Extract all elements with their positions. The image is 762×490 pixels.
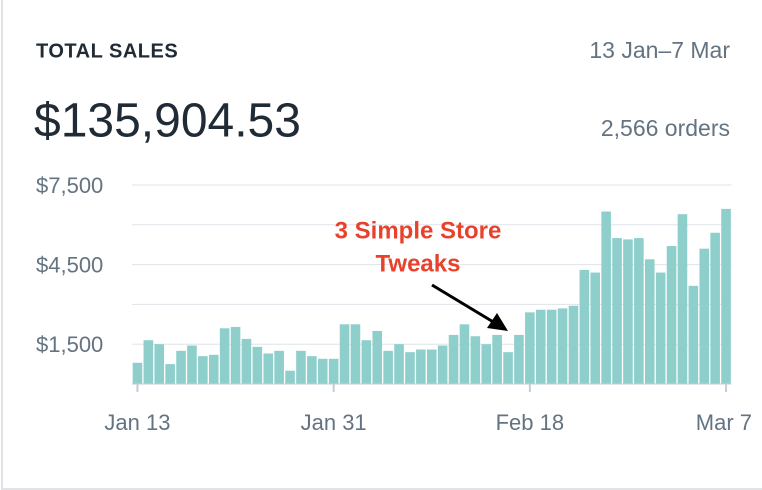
bar	[557, 308, 568, 384]
bar	[470, 336, 481, 384]
bar	[274, 350, 284, 384]
order-count: 2,566 orders	[601, 115, 730, 141]
bar	[481, 344, 492, 384]
bar	[448, 334, 459, 384]
bar	[579, 269, 590, 384]
bar	[285, 370, 295, 384]
bar	[198, 356, 208, 384]
bar	[721, 208, 731, 384]
bar	[405, 352, 415, 384]
x-tick-label: Mar 7	[696, 410, 752, 435]
bar	[394, 344, 404, 384]
bar	[623, 239, 633, 384]
bar	[350, 324, 361, 384]
bar	[459, 324, 470, 384]
bar	[383, 350, 393, 384]
y-tick-label: $4,500	[36, 252, 103, 277]
bar	[525, 312, 535, 384]
bar	[568, 305, 579, 384]
x-tick-label: Jan 31	[301, 410, 367, 435]
bar	[416, 349, 426, 384]
bar	[688, 285, 699, 384]
bar	[154, 344, 165, 384]
total-sales: $135,904.53	[34, 95, 301, 148]
bar	[426, 349, 437, 384]
bar	[503, 352, 513, 384]
bar	[699, 248, 710, 384]
bar	[437, 345, 448, 384]
bar	[644, 259, 655, 384]
card-title: TOTAL SALES	[36, 40, 178, 62]
bar	[372, 330, 383, 384]
bar	[601, 211, 611, 384]
bar	[339, 324, 350, 384]
bar	[263, 353, 274, 384]
bar	[535, 309, 546, 384]
bar	[241, 338, 252, 384]
bar	[328, 358, 339, 384]
bar	[176, 350, 186, 384]
date-range: 13 Jan–7 Mar	[589, 37, 730, 63]
bar	[361, 340, 372, 384]
bar	[612, 238, 622, 384]
bar	[296, 350, 306, 384]
bar	[590, 272, 601, 384]
bar	[634, 238, 644, 384]
bar	[132, 362, 143, 384]
bar	[655, 272, 666, 384]
bar	[165, 364, 175, 384]
annotation-arrowhead	[487, 313, 508, 331]
annotation-text: Tweaks	[376, 250, 461, 277]
x-tick-label: Jan 13	[104, 410, 170, 435]
annotation-arrow	[431, 283, 501, 328]
bar	[208, 354, 219, 384]
bar	[666, 246, 677, 384]
x-tick-label: Feb 18	[496, 410, 565, 435]
bar	[710, 232, 720, 384]
bar	[230, 326, 241, 384]
bar	[514, 334, 524, 384]
bar	[677, 214, 688, 384]
annotation-text: 3 Simple Store	[335, 217, 502, 244]
bar	[252, 346, 263, 384]
bar	[317, 358, 328, 384]
bar	[546, 309, 557, 384]
bar	[187, 345, 197, 384]
bar	[219, 328, 230, 384]
y-tick-label: $1,500	[36, 332, 103, 357]
bar	[492, 334, 502, 384]
bar	[143, 340, 154, 384]
bar	[307, 356, 317, 384]
y-tick-label: $7,500	[36, 173, 103, 198]
